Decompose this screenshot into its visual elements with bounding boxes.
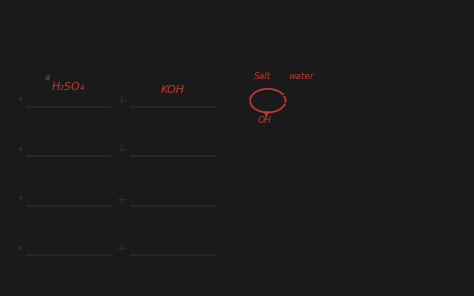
Text: K₂SO₄ + 2H₂O: K₂SO₄ + 2H₂O xyxy=(258,94,345,107)
Text: Salt: Salt xyxy=(255,72,272,81)
Text: KOH: KOH xyxy=(161,85,185,95)
Text: •: • xyxy=(17,193,24,206)
Text: +: + xyxy=(115,94,127,108)
Text: +: + xyxy=(115,242,127,256)
Text: +: + xyxy=(115,193,127,207)
Text: OH: OH xyxy=(257,116,272,125)
Text: water: water xyxy=(288,72,314,81)
Text: a: a xyxy=(45,73,50,82)
Text: Reactants?: Reactants? xyxy=(52,49,151,67)
Text: •: • xyxy=(17,94,24,107)
Text: H₂SO₄: H₂SO₄ xyxy=(52,82,85,92)
Text: CaCl₂ + 2H₂O: CaCl₂ + 2H₂O xyxy=(258,193,343,206)
Text: •: • xyxy=(17,144,24,157)
Text: NaNO₃ + H₂O: NaNO₃ + H₂O xyxy=(258,144,343,157)
Text: Ba(ClO₄)₂ + 2H₂O: Ba(ClO₄)₂ + 2H₂O xyxy=(258,243,367,256)
Text: •: • xyxy=(17,243,24,256)
Text: +: + xyxy=(115,143,127,157)
